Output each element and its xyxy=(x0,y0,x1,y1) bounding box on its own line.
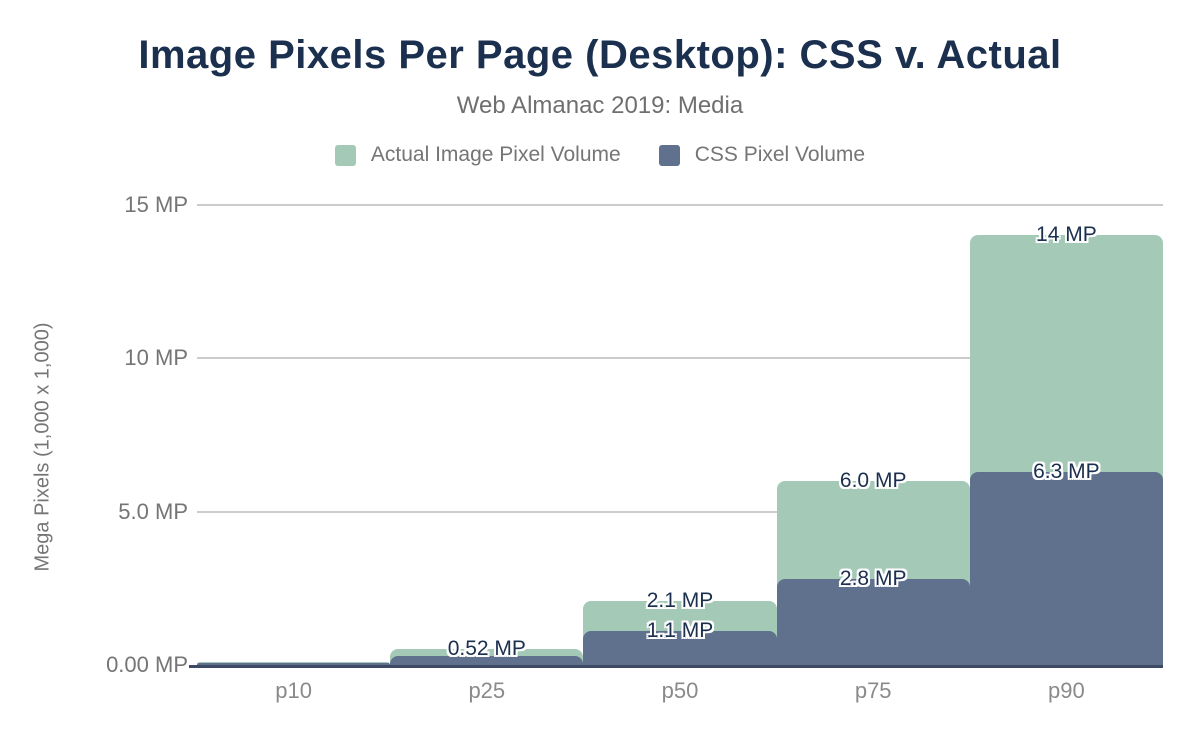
data-label-p75-actual: 6.0 MP xyxy=(839,468,907,492)
bar-p90-css xyxy=(969,471,1163,665)
legend-item-css: CSS Pixel Volume xyxy=(658,143,866,167)
y-tick-label: 15 MP xyxy=(124,191,188,217)
x-tick-label-p50: p50 xyxy=(661,678,699,703)
y-tick-label: 0.00 MP xyxy=(106,652,188,677)
actual-series-swatch-icon xyxy=(334,144,356,166)
css-series-swatch-icon xyxy=(658,144,680,166)
legend-label-actual: Actual Image Pixel Volume xyxy=(370,143,621,166)
legend-label-css: CSS Pixel Volume xyxy=(694,143,866,166)
chart-subtitle: Web Almanac 2019: Media xyxy=(456,92,744,119)
y-tick-label: 5.0 MP xyxy=(118,498,188,524)
bar-p75-css xyxy=(776,579,970,665)
x-tick-label-p25: p25 xyxy=(468,678,506,703)
data-label-p25-actual: 0.52 MP xyxy=(447,637,526,661)
legend: Actual Image Pixel Volume CSS Pixel Volu… xyxy=(0,143,1200,167)
gridline-5mp xyxy=(197,510,1163,513)
legend-item-actual: Actual Image Pixel Volume xyxy=(334,143,621,167)
gridline-15mp xyxy=(197,203,1163,206)
data-label-p90-css: 6.3 MP xyxy=(1033,459,1100,483)
data-label-p50-css: 1.1 MP xyxy=(646,619,714,643)
y-tick-label: 10 MP xyxy=(124,345,188,370)
data-label-p90-actual: 14 MP xyxy=(1036,223,1097,247)
x-tick-label-p75: p75 xyxy=(854,678,892,703)
x-tick-label-p10: p10 xyxy=(275,678,312,703)
x-axis-line xyxy=(189,665,1163,668)
data-label-p50-actual: 2.1 MP xyxy=(646,588,714,612)
bar-p25-css xyxy=(390,655,584,665)
gridline-10mp xyxy=(197,357,1163,359)
bar-p50-css xyxy=(583,631,777,665)
bar-p10-css xyxy=(197,663,391,665)
data-label-p75-css: 2.8 MP xyxy=(839,567,907,591)
chart-title: Image Pixels Per Page (Desktop): CSS v. … xyxy=(138,33,1062,77)
x-tick-label-p90: p90 xyxy=(1048,678,1085,703)
